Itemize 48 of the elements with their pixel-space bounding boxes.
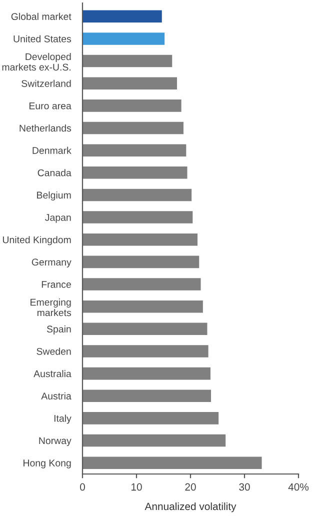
bar: [82, 278, 201, 290]
bar: [82, 322, 208, 336]
bar: [82, 233, 198, 246]
bar: [82, 122, 184, 134]
bar: [82, 100, 182, 112]
bar: [82, 10, 162, 23]
bar: [82, 54, 172, 68]
y-tick-label: Belgium: [37, 191, 71, 201]
bar: [82, 188, 192, 202]
bar: [82, 367, 210, 380]
bar: [82, 300, 203, 313]
y-tick-label: Italy: [54, 414, 72, 424]
y-tick-label: Australia: [34, 370, 72, 378]
y-tick-label: Global market: [11, 12, 72, 20]
y-tick-label: Developed markets ex-U.S.: [2, 52, 71, 71]
bar: [82, 345, 208, 358]
y-tick-label: Euro area: [29, 102, 72, 110]
y-tick-label: Emerging markets: [30, 298, 72, 316]
bar: [82, 390, 212, 402]
y-tick-label: Canada: [38, 169, 72, 176]
y-tick-label: Norway: [39, 437, 72, 446]
bar: [82, 211, 193, 224]
y-tick-label: Japan: [45, 214, 71, 223]
bar: [82, 77, 177, 90]
x-axis-title: Annualized volatility: [144, 502, 236, 512]
y-tick-label: Netherlands: [20, 124, 72, 132]
y-tick-label: Hong Kong: [24, 460, 71, 468]
x-tick-label: 30: [239, 483, 250, 491]
bar: [82, 32, 165, 45]
x-tick-label: 20: [185, 483, 196, 491]
y-tick-label: Austria: [41, 392, 72, 400]
y-tick-label: Denmark: [32, 146, 72, 154]
x-tick-label: 10: [132, 483, 142, 491]
y-tick-label: Switzerland: [22, 80, 71, 87]
bar: [82, 434, 226, 447]
y-tick-label: France: [42, 281, 71, 288]
bar: [82, 256, 200, 268]
bar: [82, 144, 186, 156]
y-tick-label: United States: [14, 35, 72, 42]
x-tick-label: 0: [80, 483, 85, 491]
bar: [82, 456, 262, 469]
x-tick-label: 40%: [288, 483, 309, 491]
y-tick-label: Germany: [32, 258, 72, 268]
y-tick-label: United Kingdom: [2, 236, 71, 246]
y-tick-label: Spain: [46, 325, 71, 334]
bar: [82, 412, 219, 424]
bar: [82, 166, 188, 179]
y-tick-label: Sweden: [36, 348, 71, 355]
